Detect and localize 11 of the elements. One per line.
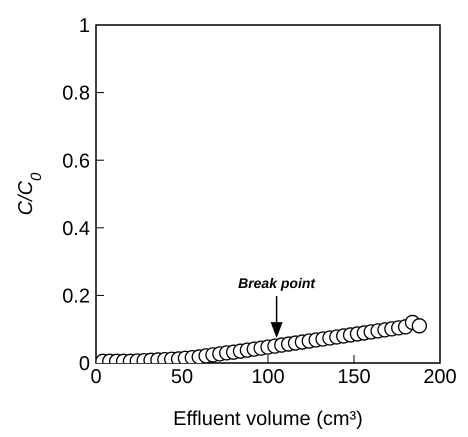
y-tick-label: 0.8 bbox=[62, 82, 90, 105]
x-tick-label: 200 bbox=[423, 366, 457, 388]
y-tick-label: 0.4 bbox=[62, 218, 90, 240]
x-tick-label: 100 bbox=[251, 366, 285, 388]
annotation: Break point bbox=[238, 275, 316, 292]
y-tick-label: 0.6 bbox=[62, 150, 90, 172]
x-tick-label: 50 bbox=[170, 366, 194, 388]
y-tick-label: 1 bbox=[78, 15, 90, 38]
y-tick-label: 0.2 bbox=[62, 286, 90, 308]
x-tick-label: 150 bbox=[337, 366, 371, 388]
x-axis-title: Effluent volume (cm³) bbox=[173, 408, 363, 430]
